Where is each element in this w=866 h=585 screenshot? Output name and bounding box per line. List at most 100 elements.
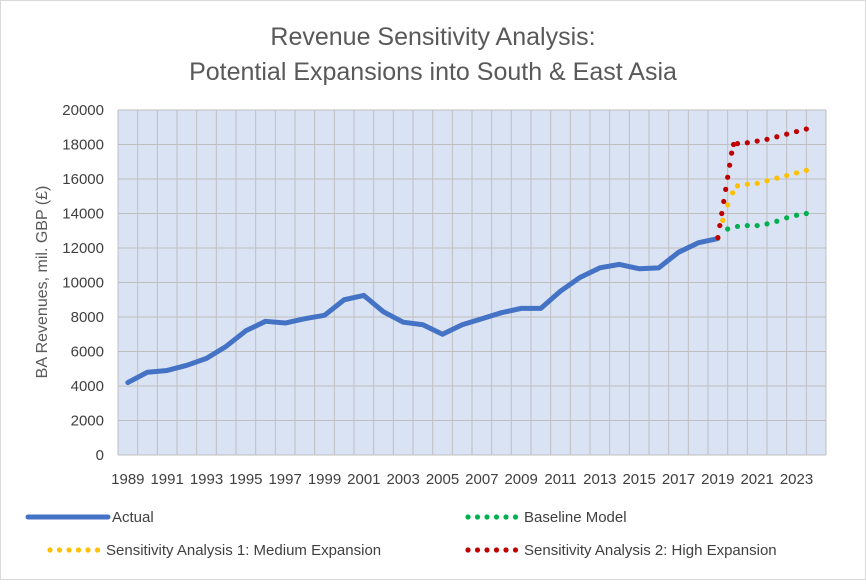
series-point	[774, 218, 780, 224]
y-tick-label: 0	[96, 447, 104, 464]
chart-title-line-1: Revenue Sensitivity Analysis:	[270, 23, 595, 51]
x-tick-label: 1999	[308, 471, 341, 488]
legend-label: Actual	[112, 509, 154, 526]
series-point	[730, 141, 737, 148]
legend-swatch-dot	[47, 547, 53, 553]
legend-item-2: Sensitivity Analysis 1: Medium Expansion	[47, 542, 381, 559]
series-point	[744, 222, 750, 229]
series-point	[803, 167, 809, 173]
x-tick-label: 2001	[347, 471, 380, 488]
legend-swatch-dot	[512, 547, 519, 553]
series-layer	[125, 126, 809, 386]
series-2	[715, 167, 809, 241]
x-tick-label: 1993	[190, 471, 223, 488]
x-tick-label: 2015	[622, 471, 655, 488]
chart-title-line-2: Potential Expansions into South & East A…	[189, 58, 677, 86]
series-point	[721, 198, 727, 205]
legend-swatch-dot	[66, 547, 72, 553]
series-point	[744, 181, 750, 187]
x-tick-label: 2007	[465, 471, 498, 488]
x-tick-label: 2013	[583, 471, 616, 488]
series-point	[734, 223, 741, 230]
legend-swatch-dot	[484, 547, 490, 553]
series-point	[784, 215, 790, 221]
series-point	[784, 131, 790, 137]
legend-label: Baseline Model	[524, 509, 627, 526]
series-point	[725, 174, 731, 180]
legend-swatch-dot	[493, 514, 500, 520]
series-point	[754, 180, 760, 186]
series-point	[754, 222, 760, 229]
series-point	[803, 126, 809, 132]
y-tick-label: 20000	[62, 102, 104, 119]
y-tick-label: 12000	[62, 240, 104, 257]
series-point	[774, 175, 780, 181]
x-tick-label: 2009	[504, 471, 537, 488]
series-point	[727, 162, 733, 168]
legend-item-0: Actual	[25, 509, 154, 526]
legend-label: Sensitivity Analysis 1: Medium Expansion	[106, 542, 381, 559]
series-point	[764, 178, 770, 184]
series-point	[725, 226, 731, 232]
legend-swatch-dot	[56, 547, 63, 553]
x-tick-label: 2017	[662, 471, 695, 488]
x-tick-label: 1997	[268, 471, 301, 488]
legend: Actual Baseline Model Sensitivity Analysis…	[25, 509, 777, 559]
series-point	[734, 141, 741, 147]
y-tick-label: 4000	[71, 378, 104, 395]
x-tick-label: 1991	[150, 471, 183, 488]
series-point	[764, 136, 770, 142]
legend-swatch-dot	[85, 547, 91, 553]
legend-swatch-dot	[94, 547, 101, 553]
x-tick-label: 1995	[229, 471, 262, 488]
y-tick-label: 10000	[62, 275, 104, 292]
series-point	[793, 170, 800, 176]
y-tick-label: 2000	[71, 413, 104, 430]
series-point	[744, 140, 750, 146]
legend-swatch-dot	[512, 514, 519, 520]
series-point	[720, 217, 726, 223]
x-tick-label: 2019	[701, 471, 734, 488]
legend-swatch-dot	[503, 547, 509, 553]
series-point	[719, 210, 725, 217]
legend-swatch-dot	[493, 547, 500, 553]
y-tick-label: 14000	[62, 206, 104, 223]
legend-item-1: Baseline Model	[465, 509, 627, 526]
series-point	[774, 134, 780, 140]
x-tick-label: 2023	[780, 471, 813, 488]
series-point	[793, 128, 800, 135]
series-point	[734, 183, 741, 189]
x-tick-label: 2021	[740, 471, 773, 488]
y-axis-ticks: 0 2000 4000 6000 8000 10000 12000 14000 16000 180…	[62, 102, 104, 464]
legend-label: Sensitivity Analysis 2: High Expansion	[524, 542, 777, 559]
series-point	[729, 190, 736, 196]
series-point	[784, 172, 790, 179]
x-tick-label: 2005	[426, 471, 459, 488]
series-3	[715, 126, 809, 241]
series-point	[725, 202, 731, 208]
series-point	[717, 222, 723, 229]
series-point	[793, 212, 800, 218]
y-axis-label: BA Revenues, mil. GBP (£)	[34, 186, 51, 379]
y-tick-label: 18000	[62, 137, 104, 154]
x-tick-label: 2011	[544, 471, 576, 488]
series-point	[803, 210, 809, 217]
legend-swatch-dot	[484, 514, 490, 520]
series-point	[754, 138, 760, 144]
gridlines	[117, 109, 827, 456]
series-0	[125, 236, 721, 386]
series-point	[723, 186, 729, 192]
legend-swatch-dot	[465, 547, 471, 553]
legend-swatch-dot	[474, 514, 481, 520]
series-line-actual	[125, 236, 721, 386]
series-point	[715, 235, 721, 241]
y-tick-label: 6000	[71, 344, 104, 361]
x-tick-label: 2003	[386, 471, 419, 488]
legend-swatch-dot	[474, 547, 481, 553]
y-tick-label: 16000	[62, 171, 104, 188]
legend-swatch-dot	[465, 514, 471, 520]
legend-item-3: Sensitivity Analysis 2: High Expansion	[465, 542, 777, 559]
legend-swatch-dot	[75, 547, 82, 553]
